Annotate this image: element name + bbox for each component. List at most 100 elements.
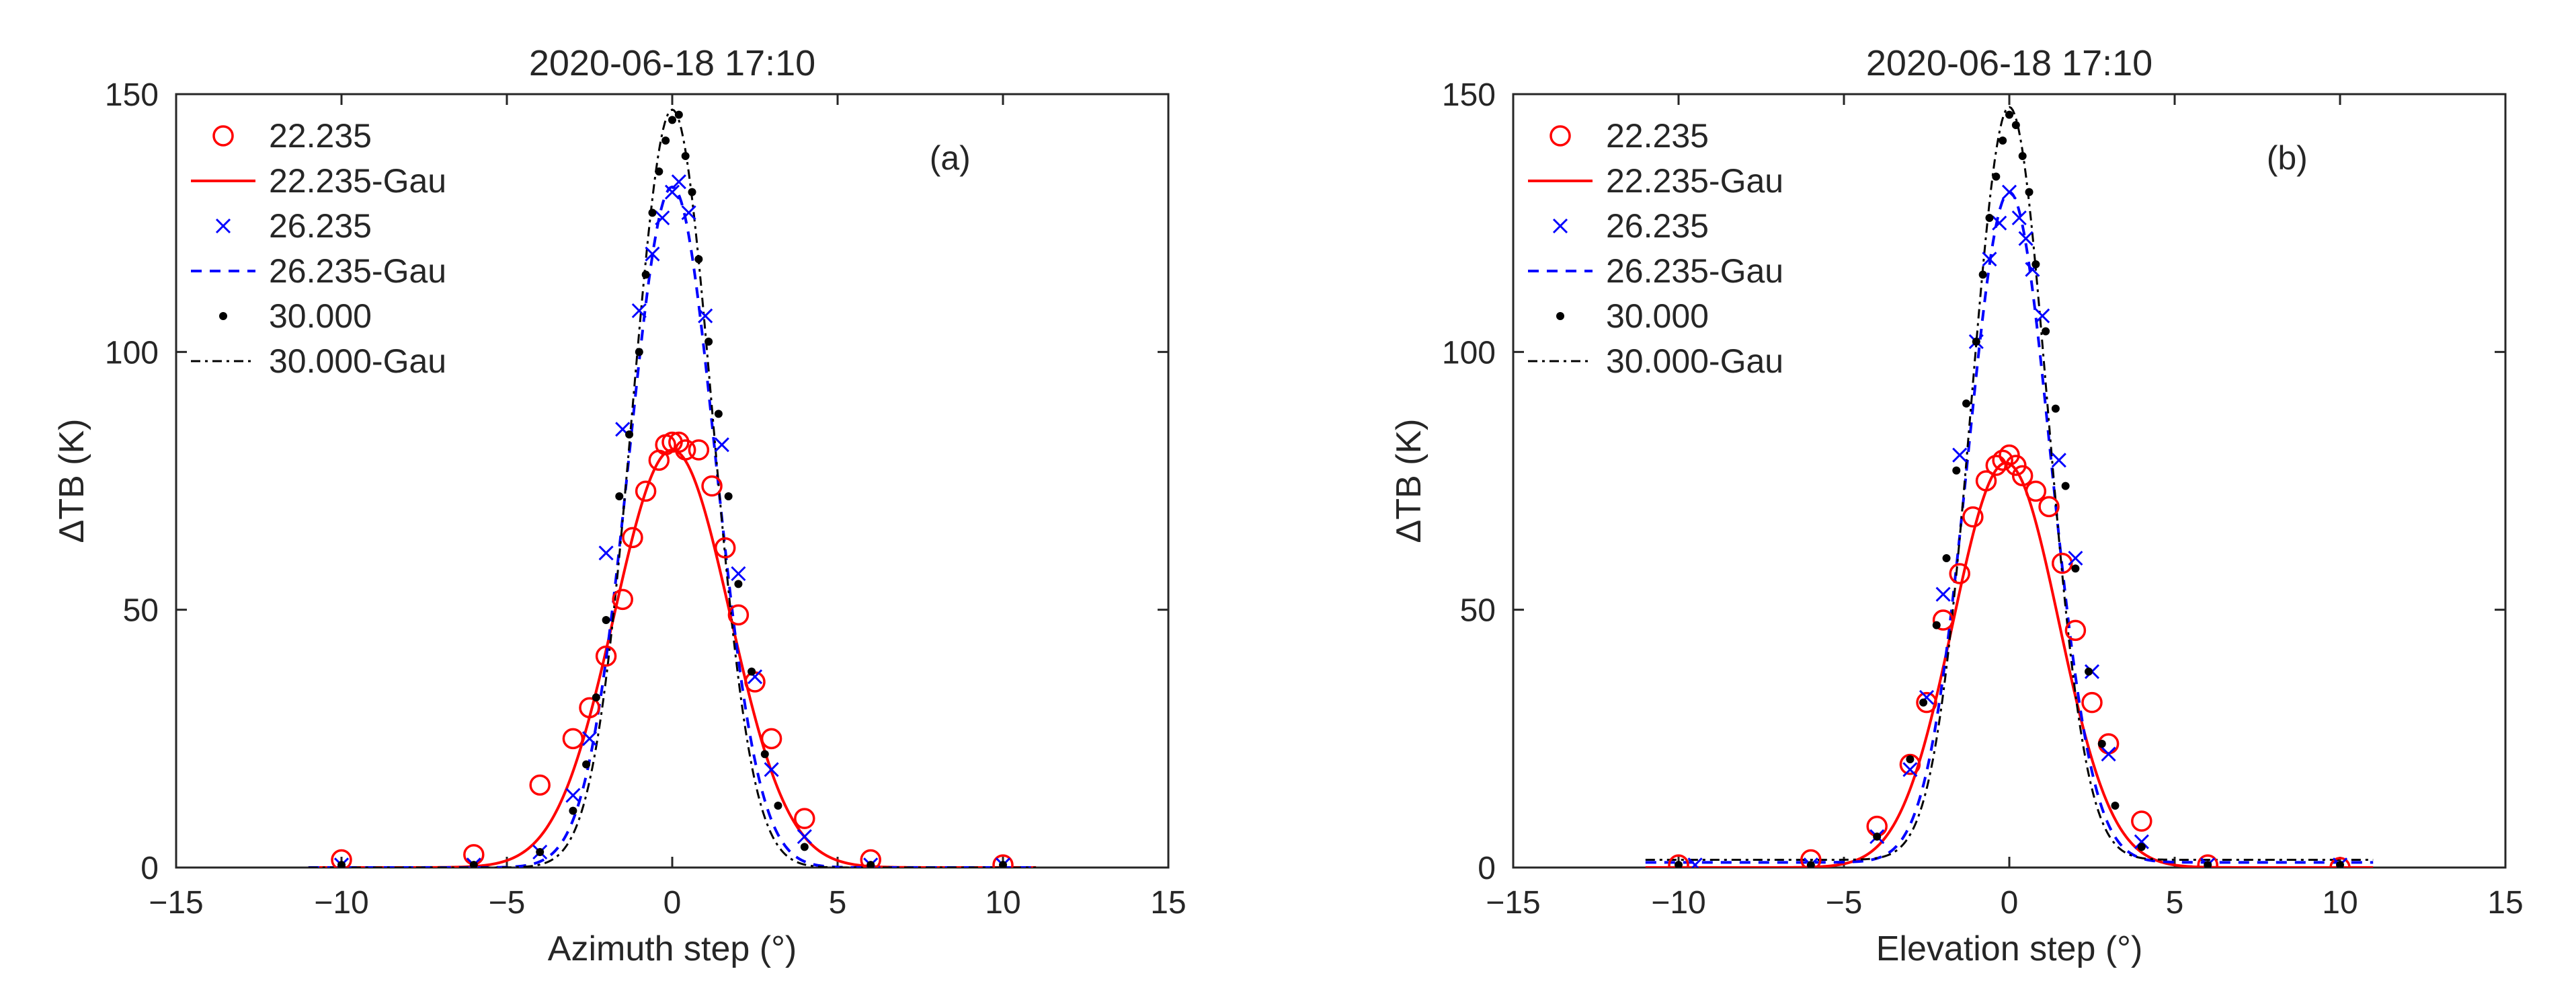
x-tick-label: 15 (2487, 885, 2523, 921)
x-tick-label: −10 (1651, 885, 1705, 921)
data-point (622, 527, 643, 549)
data-point (631, 303, 647, 319)
data-point (774, 802, 782, 810)
legend-label: 30.000 (1606, 297, 1709, 335)
data-point (674, 439, 696, 461)
data-point (2131, 810, 2152, 832)
data-point (668, 116, 676, 124)
data-point (2071, 564, 2080, 573)
data-point (668, 431, 690, 453)
data-point (1932, 621, 1941, 629)
data-point (1962, 399, 1971, 408)
legend-item: 26.235-Gau (191, 252, 446, 290)
data-point (1999, 444, 2020, 466)
legend-marker (212, 125, 234, 147)
data-point (2197, 854, 2218, 868)
data-point (2051, 453, 2066, 468)
legend-item: 22.235-Gau (1528, 162, 1783, 200)
data-point (615, 492, 624, 500)
data-point (860, 849, 881, 868)
data-point (688, 439, 710, 461)
legend-label: 26.235-Gau (1606, 252, 1783, 290)
y-tick-label: 0 (140, 851, 159, 886)
legend-marker (219, 312, 227, 320)
x-tick-label: 0 (2001, 885, 2019, 921)
data-point (2111, 802, 2120, 810)
y-tick-label: 150 (1442, 77, 1496, 113)
data-point (1952, 466, 1961, 475)
data-point (602, 616, 610, 624)
data-point (760, 750, 769, 759)
data-point (1800, 849, 1822, 868)
legend-item: 22.235 (1549, 117, 1709, 155)
data-point (661, 137, 670, 145)
data-point (1675, 861, 1683, 868)
data-point (331, 849, 352, 868)
legend-label: 22.235-Gau (1606, 162, 1783, 200)
data-point (1899, 753, 1921, 775)
data-point (681, 205, 696, 221)
legend-item: 30.000 (219, 297, 372, 335)
y-tick-label: 100 (1442, 335, 1496, 371)
fit-curve-22.235-Gau (308, 448, 1037, 868)
plot-area (308, 108, 1037, 868)
y-tick-label: 100 (105, 335, 159, 371)
x-tick-label: −5 (1826, 885, 1863, 921)
fit-curve-30.000-Gau (1645, 106, 2374, 861)
data-point (612, 588, 633, 611)
data-point (2011, 465, 2034, 487)
data-point (641, 270, 650, 279)
data-point (2085, 667, 2093, 676)
data-point (797, 829, 812, 845)
data-point (1975, 470, 1997, 492)
data-point (2081, 691, 2103, 714)
data-point (2005, 455, 2027, 476)
x-tick-label: 15 (1150, 885, 1186, 921)
data-point (645, 246, 660, 262)
data-point (764, 762, 779, 777)
data-point (2042, 327, 2050, 336)
x-axis: −15 −10 −5 0 5 10 15 (1486, 94, 2524, 921)
data-point (731, 566, 746, 582)
data-point (2097, 740, 2106, 748)
data-point (688, 188, 696, 196)
y-tick-label: 50 (1460, 593, 1496, 629)
data-point (2025, 480, 2047, 502)
data-point (999, 861, 1007, 868)
data-point (2001, 184, 2017, 200)
data-point (1942, 554, 1951, 562)
y-axis: 0 50 100 150 (105, 77, 1168, 886)
data-point (635, 348, 643, 356)
panel-label: (a) (930, 139, 971, 177)
legend-item: 26.235 (1552, 207, 1709, 245)
data-point (992, 854, 1014, 868)
x-axis-label: Azimuth step (°) (548, 929, 797, 968)
data-point (1962, 506, 1984, 528)
data-point (744, 671, 766, 693)
x-tick-label: 5 (2166, 885, 2184, 921)
data-point (2011, 210, 2027, 226)
data-point (800, 843, 809, 851)
data-point (2025, 188, 2034, 196)
data-point (2204, 861, 2212, 868)
y-axis-label: ΔTB (K) (1390, 419, 1428, 543)
data-point (2134, 834, 2149, 849)
data-point (529, 774, 551, 796)
legend-label: 30.000 (269, 297, 372, 335)
legend-label: 30.000-Gau (1606, 342, 1783, 380)
data-point (1919, 698, 1928, 707)
data-point (1978, 270, 1987, 279)
y-axis: 0 50 100 150 (1442, 77, 2505, 886)
y-tick-label: 0 (1478, 851, 1496, 886)
data-point (727, 604, 750, 626)
legend-label: 26.235 (1606, 207, 1709, 245)
data-point (562, 728, 584, 750)
legend-marker (215, 218, 231, 234)
data-point (1972, 338, 1980, 346)
data-point (681, 152, 690, 160)
data-point (701, 475, 723, 497)
data-point (714, 537, 736, 559)
